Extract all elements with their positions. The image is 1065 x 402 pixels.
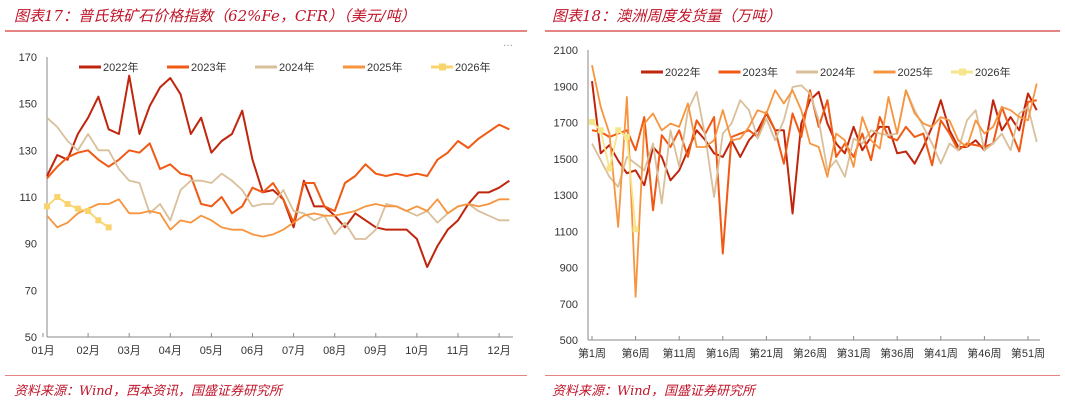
legend-label: 2025年 xyxy=(367,60,402,74)
y-tick-label: 1300 xyxy=(554,190,578,202)
data-point-marker xyxy=(615,127,622,134)
x-tick-label: 第16周 xyxy=(706,346,740,360)
series-line-2024年 xyxy=(591,84,1038,205)
y-tick-label: 2100 xyxy=(554,45,578,57)
data-point-marker xyxy=(632,226,639,233)
x-tick-label: 01月 xyxy=(31,345,54,357)
x-tick-label: 05月 xyxy=(200,345,223,357)
legend-label: 2023年 xyxy=(743,65,778,79)
y-tick-label: 1100 xyxy=(554,226,578,238)
y-tick-label: 50 xyxy=(25,332,37,344)
left-title-divider xyxy=(5,30,527,32)
x-tick-label: 第11周 xyxy=(662,346,695,360)
series-line-2024年 xyxy=(46,117,510,240)
x-tick-label: 02月 xyxy=(76,345,99,357)
legend-label: 2023年 xyxy=(191,60,226,74)
y-tick-label: 170 xyxy=(19,52,37,64)
y-tick-label: 900 xyxy=(560,263,578,275)
legend-label: 2022年 xyxy=(665,65,700,79)
data-point-marker xyxy=(597,127,604,134)
legend-marker xyxy=(439,63,446,71)
data-point-marker xyxy=(95,217,102,224)
legend-label: 2024年 xyxy=(820,65,855,79)
data-point-marker xyxy=(623,134,630,140)
right-source-note: 资料来源：Wind，国盛证券研究所 xyxy=(552,384,755,399)
legend-label: 2026年 xyxy=(455,60,490,74)
x-tick-label: 第46周 xyxy=(967,346,1001,360)
x-tick-label: 12月 xyxy=(487,345,510,357)
x-tick-label: 08月 xyxy=(323,345,346,357)
x-tick-label: 06月 xyxy=(241,345,264,357)
x-tick-label: 第51周 xyxy=(1011,346,1045,360)
data-point-marker xyxy=(606,165,613,172)
x-tick-label: 第26周 xyxy=(793,346,827,360)
x-tick-label: 第1周 xyxy=(578,346,606,360)
x-tick-label: 第21周 xyxy=(749,346,783,360)
y-tick-label: 130 xyxy=(19,145,37,157)
data-point-marker xyxy=(44,203,50,210)
y-tick-label: 1500 xyxy=(554,154,578,166)
right-chart-title: 图表18：澳洲周度发货量（万吨） xyxy=(552,7,782,25)
x-tick-label: 第36周 xyxy=(880,346,914,360)
legend-label: 2026年 xyxy=(975,65,1010,79)
more-options-icon[interactable]: … xyxy=(503,38,514,49)
y-tick-label: 700 xyxy=(560,299,578,311)
x-tick-label: 03月 xyxy=(118,345,141,357)
x-tick-label: 第31周 xyxy=(836,346,870,360)
x-tick-label: 04月 xyxy=(159,345,182,357)
data-point-marker xyxy=(85,208,92,214)
data-point-marker xyxy=(64,201,71,207)
y-tick-label: 1700 xyxy=(554,118,578,130)
data-point-marker xyxy=(105,224,112,231)
series-line-2023年 xyxy=(591,89,1037,255)
series-line-2025年 xyxy=(591,65,1038,298)
y-tick-label: 110 xyxy=(19,192,37,204)
y-tick-label: 70 xyxy=(25,285,37,297)
data-point-marker xyxy=(54,194,61,200)
series-line-2022年 xyxy=(591,81,1038,215)
legend-label: 2022年 xyxy=(103,60,138,74)
left-source-note: 资料来源：Wind，西本资讯，国盛证券研究所 xyxy=(14,384,282,399)
right-source-divider xyxy=(545,375,1060,376)
legend-marker xyxy=(959,68,966,76)
data-point-marker xyxy=(589,118,595,125)
series-line-2025年 xyxy=(46,198,510,238)
legend-label: 2024年 xyxy=(279,60,314,74)
left-chart-title: 图表17：普氏铁矿石价格指数（62%Fe，CFR）（美元/吨） xyxy=(14,7,416,25)
x-tick-label: 第41周 xyxy=(924,346,958,360)
y-tick-label: 150 xyxy=(19,99,37,111)
series-line-2022年 xyxy=(46,74,510,268)
legend-label: 2025年 xyxy=(898,65,933,79)
left-source-divider xyxy=(5,375,527,376)
x-tick-label: 第6周 xyxy=(622,346,650,360)
y-tick-label: 1900 xyxy=(554,81,578,93)
series-line-2023年 xyxy=(46,123,510,224)
x-tick-label: 10月 xyxy=(405,345,428,357)
y-tick-label: 500 xyxy=(560,335,578,347)
data-point-marker xyxy=(74,205,81,212)
right-title-divider xyxy=(545,30,1060,32)
y-tick-label: 90 xyxy=(25,239,37,251)
x-tick-label: 07月 xyxy=(282,345,305,357)
x-tick-label: 11月 xyxy=(447,345,469,357)
x-tick-label: 09月 xyxy=(364,345,387,357)
